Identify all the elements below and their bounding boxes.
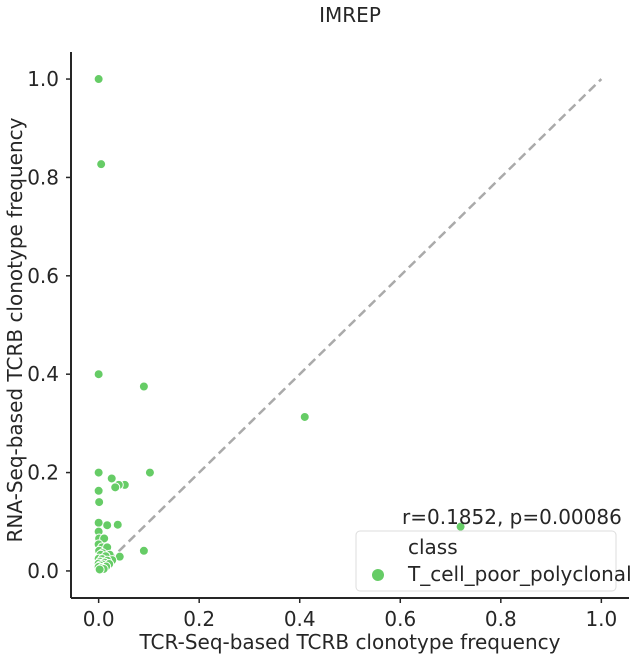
y-tick-label: 0.2 bbox=[27, 461, 59, 485]
y-tick-label: 0.8 bbox=[27, 165, 59, 189]
x-axis-ticks: 0.0 0.2 0.4 0.6 0.8 1.0 bbox=[83, 598, 617, 631]
legend: class T_cell_poor_polyclonal bbox=[355, 530, 632, 592]
x-tick-label: 1.0 bbox=[585, 607, 617, 631]
data-point bbox=[106, 473, 117, 484]
legend-box bbox=[355, 530, 617, 592]
data-point bbox=[138, 545, 149, 556]
data-point bbox=[94, 497, 105, 508]
correlation-annotation: r=0.1852, p=0.00086 bbox=[402, 505, 622, 529]
x-tick-label: 0.6 bbox=[384, 607, 416, 631]
x-axis-label: TCR-Seq-based TCRB clonotype frequency bbox=[139, 630, 561, 654]
x-tick-label: 0.4 bbox=[284, 607, 316, 631]
scatter-points bbox=[93, 74, 466, 575]
reference-diagonal-line bbox=[97, 78, 603, 572]
data-point bbox=[94, 564, 105, 575]
y-axis-label: RNA-Seq-based TCRB clonotype frequency bbox=[3, 117, 27, 542]
data-point bbox=[102, 520, 113, 531]
legend-label: T_cell_poor_polyclonal bbox=[407, 562, 632, 586]
plot-area: 0.0 0.2 0.4 0.6 0.8 1.0 0.0 0.2 0.4 0.6 0.8 1.0 bbox=[27, 52, 629, 631]
data-point bbox=[93, 467, 104, 478]
y-tick-label: 0.6 bbox=[27, 264, 59, 288]
x-tick-label: 0.8 bbox=[485, 607, 517, 631]
x-tick-label: 0.0 bbox=[83, 607, 115, 631]
chart-title: IMREP bbox=[319, 3, 381, 27]
data-point bbox=[96, 159, 107, 170]
data-point bbox=[93, 369, 104, 380]
y-tick-label: 1.0 bbox=[27, 67, 59, 91]
y-tick-label: 0.0 bbox=[27, 559, 59, 583]
data-point bbox=[299, 411, 310, 422]
y-tick-label: 0.4 bbox=[27, 362, 59, 386]
data-point bbox=[144, 467, 155, 478]
data-point bbox=[93, 517, 104, 528]
legend-title: class bbox=[408, 535, 458, 559]
data-point bbox=[112, 519, 123, 530]
legend-marker bbox=[372, 569, 384, 581]
x-tick-label: 0.2 bbox=[183, 607, 215, 631]
data-point bbox=[138, 381, 149, 392]
y-axis-ticks: 0.0 0.2 0.4 0.6 0.8 1.0 bbox=[27, 67, 71, 583]
data-point bbox=[110, 482, 121, 493]
data-point bbox=[93, 74, 104, 85]
data-point bbox=[93, 485, 104, 496]
